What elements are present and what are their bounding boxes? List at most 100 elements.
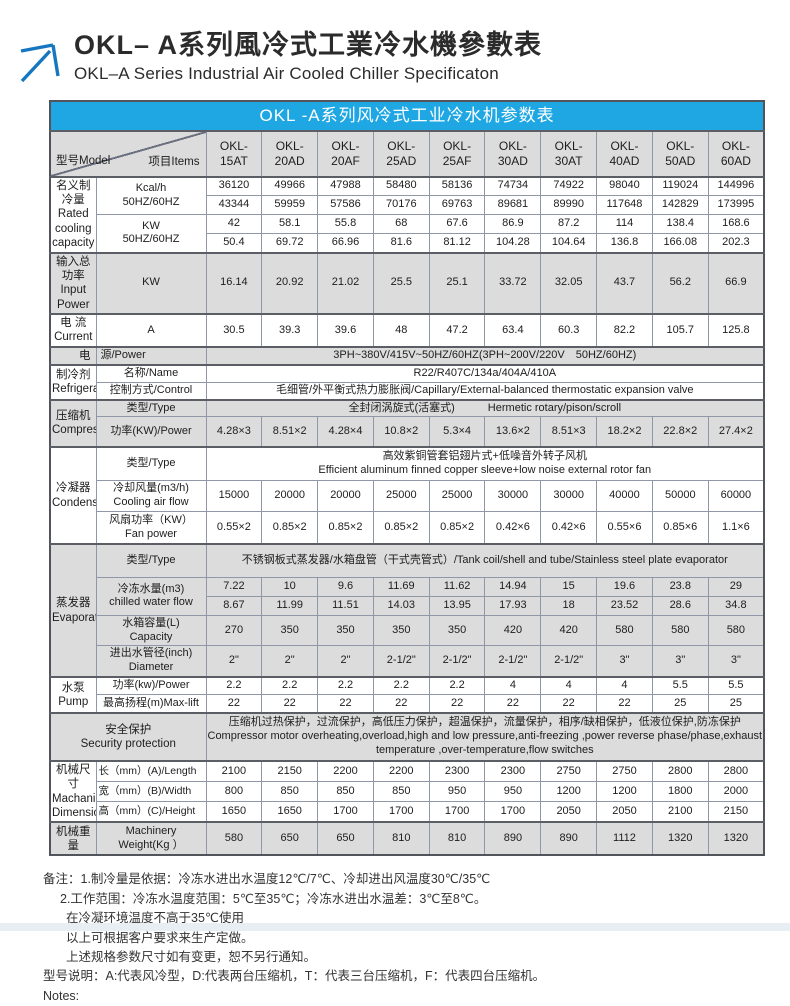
input-power-label: 输入总功率 Input Power <box>49 251 97 315</box>
value-cell: 2100 <box>205 759 263 782</box>
value-cell: 580 <box>596 614 653 647</box>
value-cell: 58136 <box>428 175 486 196</box>
bottom-strip <box>0 923 790 931</box>
value-cell: 0.85×2 <box>428 510 486 545</box>
corner-items-label: 项目Items <box>148 156 200 169</box>
current-unit: A <box>95 313 207 348</box>
model-header-cell: OKL- 60AD <box>707 130 765 178</box>
current-label: 电 流 Current <box>49 313 97 348</box>
row-weight: 机械重量 Machinery Weight(Kg ） 580 650 650 810 8… <box>49 821 765 856</box>
value-cell: 650 <box>261 821 319 856</box>
value-cell: 11.62 <box>428 576 486 597</box>
value-cell: 15 <box>540 576 598 597</box>
row-dim-length: 机械尺寸 Machanical Dimensions 长（mm）(A)/Leng… <box>49 759 765 823</box>
value-cell: 43344 <box>205 195 263 215</box>
value-cell: 800 <box>205 780 263 803</box>
value-cell: 22 <box>428 694 486 714</box>
value-cell: 50000 <box>651 480 709 512</box>
value-cell: 2000 <box>707 780 765 803</box>
value-cell: 2200 <box>317 759 374 782</box>
value-cell: 117648 <box>596 195 653 215</box>
note-line: 备注：1.制冷量是依据：冷冻水进出水温度12℃/7℃、冷却进出风温度30℃/35… <box>43 872 491 887</box>
value-cell: 7.22 <box>205 576 263 597</box>
value-cell: 2300 <box>428 759 486 782</box>
value-cell: 4.28×4 <box>317 416 374 448</box>
refrigerant-label: 制冷剂 Refrigerant <box>49 364 97 401</box>
value-cell: 33.72 <box>484 251 542 315</box>
value-cell: 74734 <box>484 175 542 196</box>
value-cell: 0.85×2 <box>317 510 374 545</box>
value-cell: 168.6 <box>707 214 765 234</box>
value-cell: 420 <box>484 614 542 647</box>
value-cell: 59959 <box>261 195 319 215</box>
value-cell: 49966 <box>261 175 319 196</box>
condenser-type-label: 类型/Type <box>95 445 207 482</box>
value-cell: 1650 <box>205 801 263 823</box>
value-cell: 55.8 <box>317 214 374 234</box>
value-cell: 22 <box>484 694 542 714</box>
value-cell: 23.8 <box>651 576 709 597</box>
model-header-row: 型号Model 项目Items OKL- 15AT OKL- 20AD OKL- 2… <box>49 130 765 178</box>
row-evaporator-capacity: 水箱容量(L) Capacity 270 350 350 350 350 420 420 58… <box>50 614 765 647</box>
value-cell: 22 <box>261 694 319 714</box>
value-cell: 22.8×2 <box>651 416 709 448</box>
note-line-model-legend: 型号说明：A:代表风冷型，D:代表两台压缩机，T：代表三台压缩机，F：代表四台压… <box>43 969 546 984</box>
pump-power-label: 功率(kw)/Power <box>95 675 207 696</box>
value-cell: 60.3 <box>540 313 598 348</box>
value-cell: 1320 <box>651 821 709 856</box>
value-cell: 70176 <box>372 195 430 215</box>
value-cell: 10.8×2 <box>372 416 430 448</box>
value-cell: 86.9 <box>484 214 542 234</box>
value-cell: 4 <box>484 675 542 696</box>
model-header-cell: OKL- 25AF <box>428 130 486 178</box>
value-cell: 850 <box>317 780 374 803</box>
model-header-cell: OKL- 20AD <box>261 130 319 178</box>
value-cell: 0.85×2 <box>261 510 319 545</box>
value-cell: 850 <box>372 780 430 803</box>
value-cell: 1650 <box>261 801 319 823</box>
value-cell: 1112 <box>596 821 653 856</box>
value-cell: 580 <box>205 821 263 856</box>
value-cell: 2" <box>261 645 319 678</box>
value-cell: 2.2 <box>428 675 486 696</box>
value-cell: 810 <box>372 821 430 856</box>
value-cell: 1700 <box>484 801 542 823</box>
note-line-notes: Notes: <box>43 988 80 1003</box>
value-cell: 23.52 <box>596 595 653 616</box>
model-header-cell: OKL- 25AD <box>372 130 430 178</box>
value-cell: 3" <box>596 645 653 678</box>
model-header-cell: OKL- 30AD <box>484 130 542 178</box>
value-cell: 105.7 <box>651 313 709 348</box>
value-cell: 1700 <box>428 801 486 823</box>
weight-unit-label: Machinery Weight(Kg ） <box>95 821 207 856</box>
value-cell: 40000 <box>596 480 653 512</box>
dim-height-label: 高（mm）(C)/Height <box>95 801 207 823</box>
value-cell: 47988 <box>317 175 374 196</box>
condenser-type-value: 高效紫铜管套铝翅片式+低噪音外转子风机 Efficient aluminum f… <box>205 445 765 482</box>
value-cell: 2050 <box>596 801 653 823</box>
power-supply-value: 3PH~380V/415V~50HZ/60HZ(3PH~200V/220V 50… <box>205 345 765 366</box>
evaporator-type-label: 类型/Type <box>95 543 207 578</box>
value-cell: 950 <box>428 780 486 803</box>
value-cell: 2-1/2" <box>484 645 542 678</box>
value-cell: 29 <box>707 576 765 597</box>
value-cell: 2050 <box>540 801 598 823</box>
value-cell: 136.8 <box>596 233 653 253</box>
value-cell: 11.69 <box>372 576 430 597</box>
value-cell: 350 <box>261 614 319 647</box>
value-cell: 9.6 <box>317 576 374 597</box>
row-rated-kcal-60: 43344 59959 57586 70176 69763 89681 89990 11764… <box>50 195 765 215</box>
note-line: 上述规格参数尺寸如有变更，恕不另行通知。 <box>66 949 317 964</box>
page-title: OKL– A系列風冷式工業冷水機參數表 <box>74 30 543 60</box>
value-cell: 1.1×6 <box>707 510 765 545</box>
value-cell: 28.6 <box>651 595 709 616</box>
compressor-type-value: 全封闭涡旋式(活塞式) Hermetic rotary/pison/scroll <box>205 398 765 418</box>
value-cell: 63.4 <box>484 313 542 348</box>
value-cell: 4 <box>596 675 653 696</box>
value-cell: 25 <box>707 694 765 714</box>
condenser-fan-label: 风扇功率（KW） Fan power <box>95 510 207 545</box>
value-cell: 11.99 <box>261 595 319 616</box>
value-cell: 104.64 <box>540 233 598 253</box>
model-header-cell: OKL- 15AT <box>205 130 263 178</box>
input-power-unit: KW <box>95 251 207 315</box>
